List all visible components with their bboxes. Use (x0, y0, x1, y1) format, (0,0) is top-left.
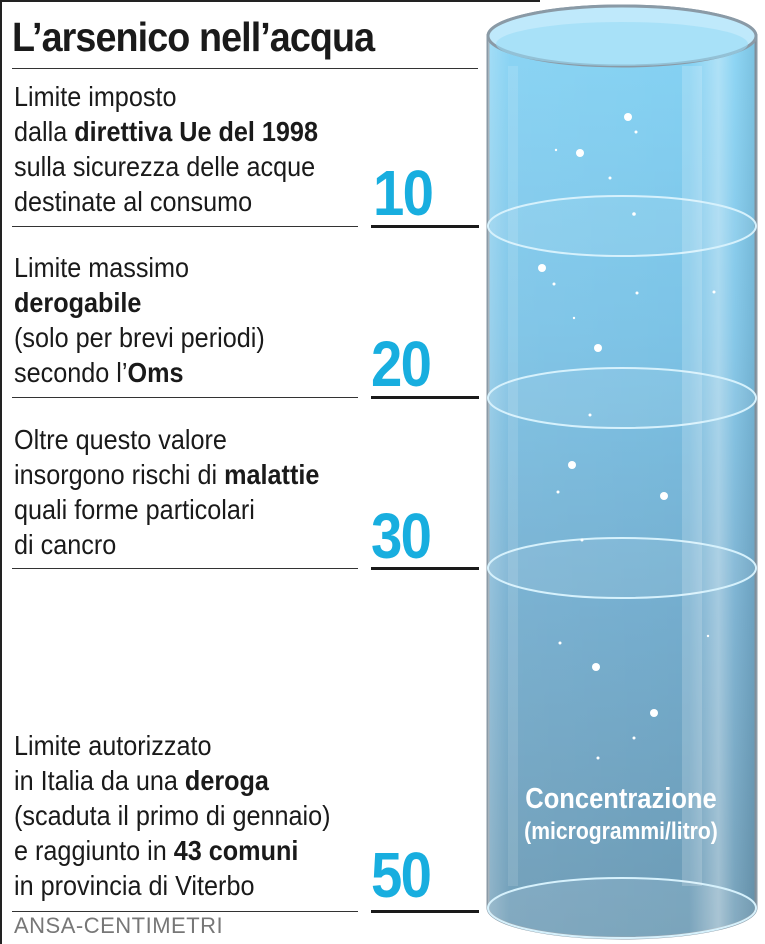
level-4-value: 50 (371, 839, 432, 911)
level-4-description: Limite autorizzato in Italia da una derog… (14, 728, 331, 903)
cylinder-label-unit: (microgrammi/litro) (524, 818, 718, 845)
description-text: Limite autorizzato (14, 730, 212, 761)
level-3-value: 30 (371, 500, 432, 572)
description-line: Limite autorizzato (14, 728, 331, 763)
description-text: sulla sicurezza delle acque (14, 151, 316, 182)
description-line: Limite massimo (14, 250, 265, 285)
level-1-rule (12, 226, 358, 227)
level-3-marker (371, 567, 479, 570)
description-line: sulla sicurezza delle acque (14, 149, 318, 184)
description-text: dalla (14, 116, 75, 147)
description-line: insorgono rischi di malattie (14, 457, 319, 492)
description-text: in Italia da una (14, 765, 185, 796)
description-text: Limite imposto (14, 81, 177, 112)
level-2-description: Limite massimo derogabile (solo per brevi … (14, 250, 265, 390)
description-line: quali forme particolari (14, 492, 319, 527)
description-text: (scaduta il primo di gennaio) (14, 800, 331, 831)
description-line: in Italia da una deroga (14, 763, 331, 798)
description-line: e raggiunto in 43 comuni (14, 833, 331, 868)
level-4-rule (12, 911, 358, 912)
description-bold-text: direttiva Ue del 1998 (74, 116, 318, 147)
description-line: in provincia di Viterbo (14, 868, 331, 903)
description-bold-text: deroga (184, 765, 269, 796)
description-bold-text: Oms (127, 357, 184, 388)
description-line: derogabile (14, 285, 265, 320)
description-bold-text: 43 comuni (173, 835, 299, 866)
water-cylinder-illustration (486, 4, 758, 940)
description-line: secondo l’Oms (14, 355, 265, 390)
level-2-rule (12, 397, 358, 398)
frame-top-border (0, 0, 540, 2)
level-1-description: Limite imposto dalla direttiva Ue del 199… (14, 79, 318, 219)
description-line: dalla direttiva Ue del 1998 (14, 114, 318, 149)
description-text: (solo per brevi periodi) (14, 322, 265, 353)
cylinder-label-concentration: Concentrazione (525, 783, 717, 815)
description-text: secondo l’ (14, 357, 128, 388)
title-rule (12, 68, 478, 69)
description-text: in provincia di Viterbo (14, 870, 255, 901)
description-text: insorgono rischi di (14, 459, 225, 490)
description-line: di cancro (14, 527, 319, 562)
description-line: Oltre questo valore (14, 422, 319, 457)
description-line: Limite imposto (14, 79, 318, 114)
description-text: di cancro (14, 529, 117, 560)
level-4-marker (371, 910, 479, 913)
level-2-value: 20 (371, 328, 432, 400)
source-credit: ANSA-CENTIMETRI (14, 913, 224, 938)
frame-left-border (0, 0, 2, 944)
level-3-description: Oltre questo valore insorgono rischi di m… (14, 422, 319, 562)
level-2-marker (371, 396, 479, 399)
level-1-value: 10 (373, 157, 434, 229)
level-3-rule (12, 568, 358, 569)
description-bold-text: malattie (224, 459, 320, 490)
description-bold-text: derogabile (14, 287, 142, 318)
description-text: destinate al consumo (14, 186, 253, 217)
page-title: L’arsenico nell’acqua (12, 14, 375, 60)
description-line: (scaduta il primo di gennaio) (14, 798, 331, 833)
description-line: destinate al consumo (14, 184, 318, 219)
description-text: Limite massimo (14, 252, 190, 283)
level-1-marker (371, 225, 479, 228)
description-line: (solo per brevi periodi) (14, 320, 265, 355)
description-text: quali forme particolari (14, 494, 255, 525)
description-text: e raggiunto in (14, 835, 174, 866)
description-text: Oltre questo valore (14, 424, 227, 455)
